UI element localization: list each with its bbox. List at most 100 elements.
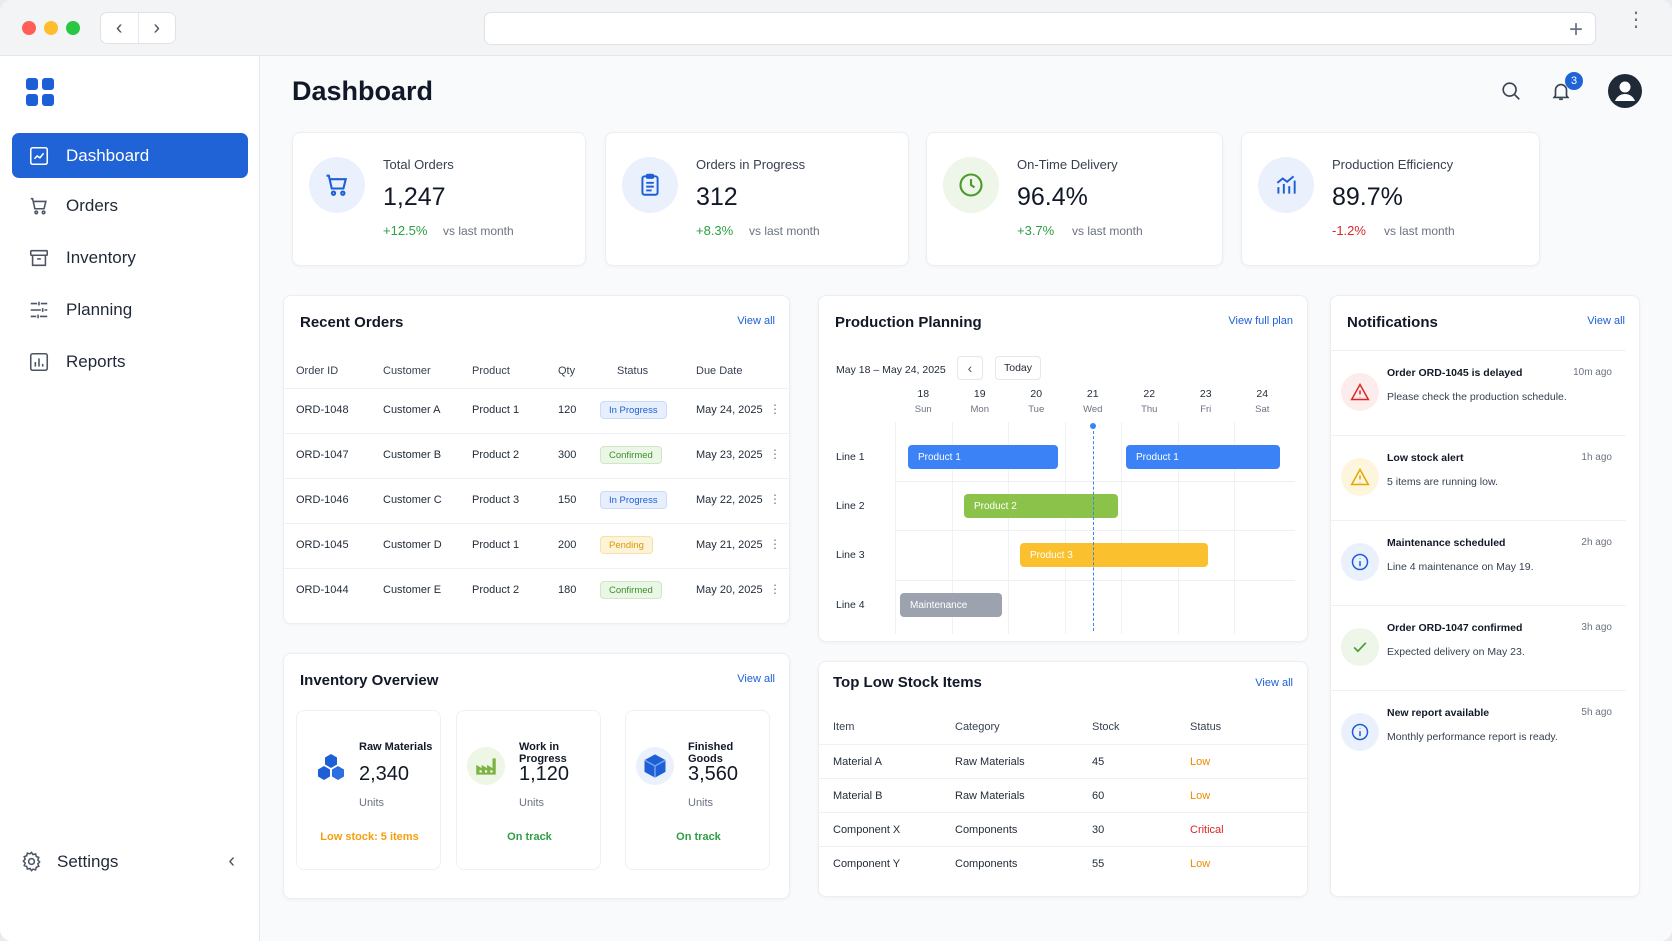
inventory-view-all-link[interactable]: View all xyxy=(737,673,775,685)
kpi-value: 89.7% xyxy=(1332,183,1403,211)
bell-icon[interactable] xyxy=(1550,80,1572,102)
order-id: ORD-1044 xyxy=(296,584,349,596)
cubes-icon xyxy=(318,754,344,780)
close-window-button[interactable] xyxy=(22,21,36,35)
kpi-card-on-time-delivery[interactable]: On-Time Delivery 96.4% +3.7% vs last mon… xyxy=(926,132,1223,266)
row-divider xyxy=(284,388,791,389)
column-header: Order ID xyxy=(296,365,339,377)
quantity: 300 xyxy=(558,449,577,461)
day-number: 23 xyxy=(1199,388,1212,400)
day-number: 22 xyxy=(1143,388,1156,400)
gantt-bar[interactable]: Product 1 xyxy=(1126,445,1280,469)
kpi-comparison: vs last month xyxy=(1072,224,1143,238)
stock-count: 45 xyxy=(1092,756,1105,768)
previous-week-button[interactable]: ‹ xyxy=(957,356,983,380)
order-id: ORD-1047 xyxy=(296,449,349,461)
customer-name: Customer D xyxy=(383,539,442,551)
list-item[interactable]: Order ORD-1047 confirmed Expected deliver… xyxy=(1331,605,1626,689)
recent-orders-view-all-link[interactable]: View all xyxy=(737,315,775,327)
row-menu-icon[interactable]: ⋮ xyxy=(769,447,781,461)
customer-name: Customer A xyxy=(383,404,441,416)
inventory-tile-finished-goods[interactable]: Finished Goods 3,560 Units On track xyxy=(625,710,770,870)
sidebar-item-orders[interactable]: Orders xyxy=(12,183,248,228)
day-name: Wed xyxy=(1083,404,1103,415)
kpi-label: Orders in Progress xyxy=(696,157,806,172)
gantt-bar[interactable]: Product 2 xyxy=(964,494,1118,518)
gantt-bar[interactable]: Maintenance xyxy=(900,593,1002,617)
browser-menu-icon[interactable]: ⋮ xyxy=(1626,9,1646,31)
minimize-window-button[interactable] xyxy=(44,21,58,35)
status-badge: In Progress xyxy=(600,401,667,419)
sidebar-item-dashboard[interactable]: Dashboard xyxy=(12,133,248,178)
line-label: Line 4 xyxy=(836,599,865,611)
column-header: Customer xyxy=(383,365,431,377)
sidebar-item-planning[interactable]: Planning xyxy=(12,287,248,332)
list-item[interactable]: Maintenance scheduled Line 4 maintenance … xyxy=(1331,520,1626,604)
kpi-card-production-efficiency[interactable]: Production Efficiency 89.7% -1.2% vs las… xyxy=(1241,132,1540,266)
inventory-value: 1,120 xyxy=(519,763,570,785)
row-menu-icon[interactable]: ⋮ xyxy=(769,492,781,506)
new-tab-plus-icon[interactable]: + xyxy=(1568,16,1583,43)
gantt-bar[interactable]: Product 1 xyxy=(908,445,1058,469)
quantity: 120 xyxy=(558,404,577,416)
order-id: ORD-1048 xyxy=(296,404,349,416)
inventory-status: On track xyxy=(676,831,721,843)
inventory-tile-raw-materials[interactable]: Raw Materials 2,340 Units Low stock: 5 i… xyxy=(296,710,441,870)
chart-icon xyxy=(29,352,49,371)
current-day-dot xyxy=(1090,423,1097,429)
sidebar-item-reports[interactable]: Reports xyxy=(12,339,248,384)
view-full-plan-link[interactable]: View full plan xyxy=(1228,315,1293,327)
maximize-window-button[interactable] xyxy=(66,21,80,35)
current-day-marker xyxy=(1092,426,1094,631)
notification-title: Order ORD-1045 is delayed xyxy=(1387,367,1523,379)
row-menu-icon[interactable]: ⋮ xyxy=(769,402,781,416)
column-header: Status xyxy=(1190,721,1222,733)
kpi-card-total-orders[interactable]: Total Orders 1,247 +12.5% vs last month xyxy=(292,132,586,266)
user-icon xyxy=(1615,81,1635,101)
list-item[interactable]: New report available Monthly performance … xyxy=(1331,690,1626,774)
row-menu-icon[interactable]: ⋮ xyxy=(769,537,781,551)
search-icon[interactable] xyxy=(1500,80,1522,102)
stock-count: 55 xyxy=(1092,858,1105,870)
gantt-bar[interactable]: Product 3 xyxy=(1020,543,1208,567)
avatar[interactable] xyxy=(1608,74,1642,108)
column-header: Item xyxy=(833,721,855,733)
inventory-value: 3,560 xyxy=(688,763,739,785)
today-button[interactable]: Today xyxy=(995,356,1041,380)
kpi-comparison: vs last month xyxy=(443,224,514,238)
notification-time: 2h ago xyxy=(1581,537,1612,548)
forward-button[interactable]: › xyxy=(153,16,161,39)
card-title: Production Planning xyxy=(835,314,982,331)
list-item[interactable]: Order ORD-1045 is delayed Please check th… xyxy=(1331,350,1626,434)
day-name: Tue xyxy=(1028,404,1045,415)
app-logo-icon[interactable] xyxy=(26,78,54,106)
row-menu-icon[interactable]: ⋮ xyxy=(769,582,781,596)
sidebar-item-settings[interactable]: Settings ‹ xyxy=(20,850,235,873)
customer-name: Customer E xyxy=(383,584,442,596)
status-badge: Confirmed xyxy=(600,581,662,599)
card-title: Recent Orders xyxy=(300,314,404,331)
notifications-view-all-link[interactable]: View all xyxy=(1587,315,1625,327)
low-stock-view-all-link[interactable]: View all xyxy=(1255,677,1293,689)
row-divider xyxy=(284,478,791,479)
sidebar-item-inventory[interactable]: Inventory xyxy=(12,235,248,280)
collapse-sidebar-icon[interactable]: ‹ xyxy=(228,850,235,872)
list-item[interactable]: Low stock alert 5 items are running low. 1… xyxy=(1331,435,1626,519)
due-date: May 20, 2025 xyxy=(696,584,763,596)
inventory-name: Work in Progress xyxy=(519,741,567,765)
inventory-tile-work-in-progress[interactable]: Work in Progress 1,120 Units On track xyxy=(456,710,601,870)
browser-titlebar: ‹ › + ⋮ xyxy=(0,0,1672,56)
recent-orders-card: Recent Orders View all Order ID Customer… xyxy=(283,295,791,624)
notification-time: 10m ago xyxy=(1573,367,1612,378)
line-label: Line 2 xyxy=(836,500,865,512)
quantity: 150 xyxy=(558,494,577,506)
kpi-label: Production Efficiency xyxy=(1332,157,1454,172)
back-button[interactable]: ‹ xyxy=(101,13,139,43)
kpi-delta: +8.3% xyxy=(696,223,734,238)
kpi-card-orders-in-progress[interactable]: Orders in Progress 312 +8.3% vs last mon… xyxy=(605,132,909,266)
kpi-value: 1,247 xyxy=(383,183,446,211)
column-header: Status xyxy=(617,365,649,377)
day-name: Thu xyxy=(1141,404,1158,415)
address-bar[interactable]: + xyxy=(484,12,1596,45)
main-content: Dashboard 3 Total Orders 1,247 +12.5% vs… xyxy=(260,56,1672,941)
